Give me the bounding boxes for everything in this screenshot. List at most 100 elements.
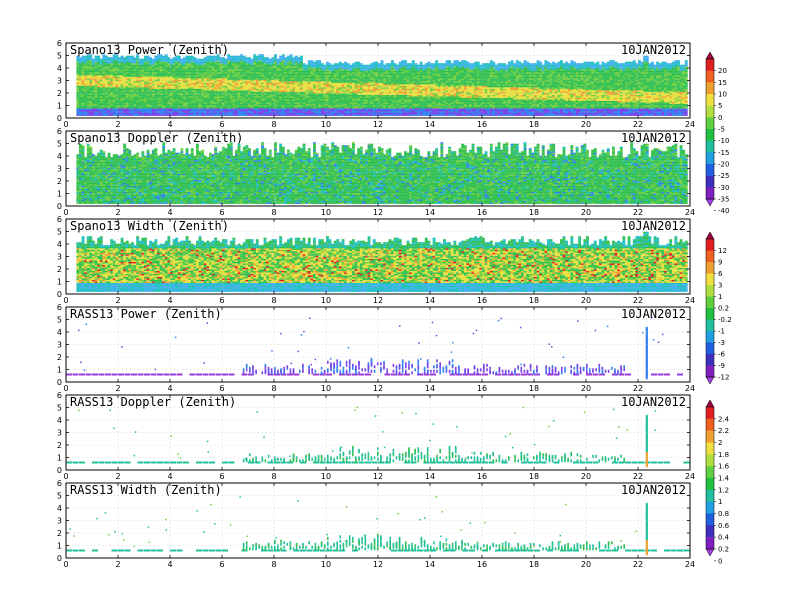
- data-cell: [320, 82, 324, 85]
- data-cell: [206, 96, 210, 98]
- data-cell: [190, 61, 194, 64]
- data-cell: [170, 109, 173, 112]
- data-cell: [196, 75, 199, 77]
- data-cell: [177, 102, 181, 104]
- data-cell: [375, 61, 379, 64]
- data-cell: [411, 67, 415, 70]
- data-cell: [141, 93, 145, 95]
- data-cell: [128, 64, 132, 67]
- data-cell: [170, 100, 173, 103]
- data-cell: [287, 109, 290, 112]
- data-cell: [250, 72, 254, 74]
- data-cell: [175, 94, 179, 97]
- data-cell: [346, 87, 350, 89]
- data-cell: [196, 91, 199, 94]
- data-cell: [162, 103, 166, 106]
- data-cell: [255, 106, 259, 109]
- data-cell: [133, 85, 137, 88]
- data-cell: [229, 90, 233, 92]
- data-cell: [276, 99, 280, 101]
- data-cell: [370, 67, 374, 70]
- data-cell: [409, 97, 413, 100]
- data-cell: [229, 55, 233, 58]
- data-cell: [157, 76, 160, 79]
- data-cell: [154, 88, 158, 91]
- data-cell: [209, 114, 212, 116]
- data-cell: [180, 91, 184, 94]
- data-cell: [105, 60, 108, 62]
- data-cell: [320, 108, 324, 110]
- data-cell: [162, 55, 166, 58]
- data-cell: [133, 70, 137, 73]
- data-cell: [110, 96, 114, 98]
- data-cell: [123, 103, 127, 106]
- data-cell: [349, 106, 353, 109]
- data-cell: [375, 78, 379, 80]
- data-cell: [289, 82, 293, 85]
- data-cell: [203, 84, 207, 86]
- data-cell: [177, 112, 181, 115]
- data-cell: [183, 67, 186, 70]
- data-cell: [375, 63, 379, 65]
- data-cell: [193, 90, 197, 92]
- data-cell: [388, 87, 392, 89]
- data-cell: [287, 79, 290, 82]
- data-cell: [287, 67, 290, 70]
- data-cell: [393, 100, 397, 103]
- data-cell: [300, 63, 303, 65]
- data-cell: [201, 108, 205, 110]
- data-cell: [170, 91, 173, 94]
- data-cell: [193, 84, 197, 86]
- data-cell: [242, 73, 246, 76]
- data-cell: [162, 58, 166, 61]
- data-cell: [268, 72, 272, 74]
- data-cell: [157, 102, 160, 104]
- data-cell: [180, 99, 184, 101]
- data-cell: [318, 61, 322, 64]
- data-cell: [159, 61, 163, 64]
- data-cell: [177, 61, 181, 64]
- data-cell: [79, 57, 82, 59]
- data-cell: [370, 73, 374, 76]
- data-cell: [222, 99, 225, 101]
- data-cell: [279, 57, 283, 59]
- data-cell: [81, 90, 85, 92]
- data-cell: [79, 75, 82, 77]
- data-cell: [131, 105, 134, 107]
- data-cell: [331, 94, 335, 97]
- data-cell: [401, 64, 405, 67]
- data-cell: [383, 79, 387, 82]
- data-cell: [94, 85, 98, 88]
- data-cell: [123, 84, 127, 86]
- data-cell: [149, 70, 153, 73]
- data-cell: [372, 84, 376, 86]
- data-cell: [294, 57, 298, 59]
- data-cell: [336, 85, 340, 88]
- data-cell: [391, 103, 394, 106]
- data-cell: [110, 93, 114, 95]
- data-cell: [136, 108, 140, 110]
- data-cell: [84, 66, 88, 68]
- data-cell: [89, 93, 93, 95]
- data-cell: [274, 66, 277, 68]
- data-cell: [216, 112, 220, 115]
- data-cell: [206, 82, 210, 85]
- data-cell: [250, 79, 254, 82]
- data-cell: [240, 67, 244, 70]
- data-cell: [242, 102, 246, 104]
- data-cell: [313, 91, 316, 94]
- data-cell: [198, 102, 202, 104]
- data-cell: [367, 90, 371, 92]
- data-cell: [229, 102, 233, 104]
- data-cell: [216, 102, 220, 104]
- data-cell: [167, 66, 171, 68]
- data-cell: [300, 66, 303, 68]
- data-cell: [248, 78, 251, 80]
- data-cell: [326, 61, 329, 64]
- data-cell: [258, 91, 262, 94]
- data-cell: [79, 70, 82, 73]
- data-cell: [198, 93, 202, 95]
- data-cell: [289, 112, 293, 115]
- data-cell: [323, 90, 327, 92]
- data-cell: [164, 103, 168, 106]
